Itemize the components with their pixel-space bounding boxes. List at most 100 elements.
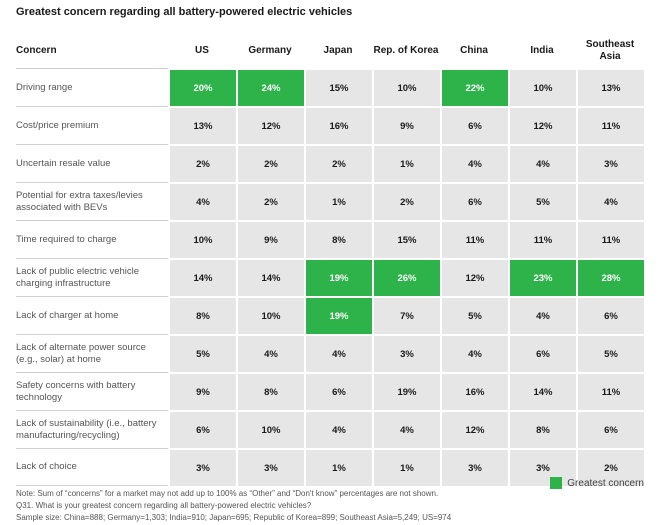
row-concern-label: Lack of public electric vehicle charging… (16, 258, 168, 296)
legend-label: Greatest concern (567, 477, 644, 489)
row-concern-label: Lack of choice (16, 448, 168, 486)
row-concern-label: Safety concerns with battery technology (16, 372, 168, 410)
value-cell: 1% (304, 182, 372, 220)
value-cell: 15% (372, 220, 440, 258)
value-cell: 2% (304, 144, 372, 182)
table-row: Lack of alternate power source (e.g., so… (16, 334, 644, 372)
value-cell: 3% (236, 448, 304, 486)
value-cell: 5% (576, 334, 644, 372)
value-cell: 4% (440, 144, 508, 182)
value-cell: 12% (236, 106, 304, 144)
value-cell: 8% (168, 296, 236, 334)
value-cell-greatest-concern: 28% (576, 258, 644, 296)
header-market: US (195, 45, 209, 56)
legend-swatch-greatest-concern (550, 477, 563, 489)
value-cell: 10% (236, 296, 304, 334)
value-cell: 4% (304, 334, 372, 372)
value-cell: 9% (236, 220, 304, 258)
value-cell: 13% (168, 106, 236, 144)
value-cell: 8% (508, 410, 576, 448)
value-cell: 10% (236, 410, 304, 448)
row-concern-label: Cost/price premium (16, 106, 168, 144)
value-cell: 12% (440, 258, 508, 296)
value-cell-greatest-concern: 19% (304, 296, 372, 334)
value-cell: 14% (236, 258, 304, 296)
value-cell: 6% (440, 182, 508, 220)
table-row: Uncertain resale value 2% 2% 2% 1% 4% 4% 3% (16, 144, 644, 182)
value-cell: 3% (372, 334, 440, 372)
table-row: Lack of sustainability (i.e., battery ma… (16, 410, 644, 448)
value-cell-greatest-concern: 20% (168, 68, 236, 106)
value-cell-greatest-concern: 24% (236, 68, 304, 106)
value-cell: 2% (168, 144, 236, 182)
row-concern-label: Driving range (16, 68, 168, 106)
value-cell-greatest-concern: 22% (440, 68, 508, 106)
row-concern-label: Lack of sustainability (i.e., battery ma… (16, 410, 168, 448)
row-concern-label: Lack of charger at home (16, 296, 168, 334)
value-cell: 11% (576, 372, 644, 410)
value-cell: 2% (236, 144, 304, 182)
value-cell: 8% (304, 220, 372, 258)
value-cell: 6% (304, 372, 372, 410)
row-concern-label: Time required to charge (16, 220, 168, 258)
header-market: Rep. of Korea (373, 45, 439, 56)
value-cell: 10% (508, 68, 576, 106)
table-row: Lack of public electric vehicle charging… (16, 258, 644, 296)
concern-table: Concern US Germany Japan Rep. of Korea China… (16, 34, 644, 486)
value-cell: 3% (508, 448, 576, 486)
value-cell: 4% (508, 296, 576, 334)
value-cell: 3% (168, 448, 236, 486)
header-market: Southeast Asia (585, 39, 635, 62)
table-row: Lack of choice 3% 3% 1% 1% 3% 3% 2% (16, 448, 644, 486)
table-body: Driving range 20% 24% 15% 10% 22% 10% 13% Cost/p… (16, 68, 644, 486)
header-market: China (460, 45, 488, 56)
row-concern-label: Lack of alternate power source (e.g., so… (16, 334, 168, 372)
value-cell-greatest-concern: 19% (304, 258, 372, 296)
table-row: Time required to charge 10% 9% 8% 15% 11% 11% 1… (16, 220, 644, 258)
value-cell: 6% (576, 296, 644, 334)
value-cell: 12% (508, 106, 576, 144)
value-cell: 2% (576, 448, 644, 486)
value-cell: 12% (440, 410, 508, 448)
question-line: Q31. What is your greatest concern regar… (16, 501, 312, 510)
value-cell: 4% (508, 144, 576, 182)
value-cell: 10% (168, 220, 236, 258)
value-cell: 1% (372, 144, 440, 182)
row-concern-label: Potential for extra taxes/levies associa… (16, 182, 168, 220)
value-cell: 1% (304, 448, 372, 486)
value-cell: 5% (440, 296, 508, 334)
value-cell: 4% (372, 410, 440, 448)
value-cell: 7% (372, 296, 440, 334)
value-cell: 1% (372, 448, 440, 486)
note-line: Note: Sum of “concerns” for a market may… (16, 489, 439, 498)
value-cell: 9% (168, 372, 236, 410)
header-market: Germany (248, 45, 292, 56)
value-cell: 3% (576, 144, 644, 182)
row-concern-label: Uncertain resale value (16, 144, 168, 182)
value-cell: 19% (372, 372, 440, 410)
value-cell: 9% (372, 106, 440, 144)
value-cell: 11% (576, 106, 644, 144)
value-cell: 6% (576, 410, 644, 448)
value-cell: 5% (508, 182, 576, 220)
value-cell: 4% (168, 182, 236, 220)
value-cell: 11% (440, 220, 508, 258)
value-cell: 11% (576, 220, 644, 258)
value-cell: 4% (576, 182, 644, 220)
value-cell: 6% (440, 106, 508, 144)
value-cell: 13% (576, 68, 644, 106)
value-cell: 15% (304, 68, 372, 106)
table-row: Driving range 20% 24% 15% 10% 22% 10% 13% (16, 68, 644, 106)
value-cell: 8% (236, 372, 304, 410)
value-cell: 2% (236, 182, 304, 220)
header-row: Concern US Germany Japan Rep. of Korea China… (16, 34, 644, 68)
table-row: Safety concerns with battery technology 9… (16, 372, 644, 410)
value-cell-greatest-concern: 23% (508, 258, 576, 296)
value-cell: 4% (440, 334, 508, 372)
value-cell: 4% (236, 334, 304, 372)
value-cell: 14% (508, 372, 576, 410)
value-cell: 3% (440, 448, 508, 486)
header-market: India (530, 45, 554, 56)
value-cell-greatest-concern: 26% (372, 258, 440, 296)
value-cell: 6% (168, 410, 236, 448)
